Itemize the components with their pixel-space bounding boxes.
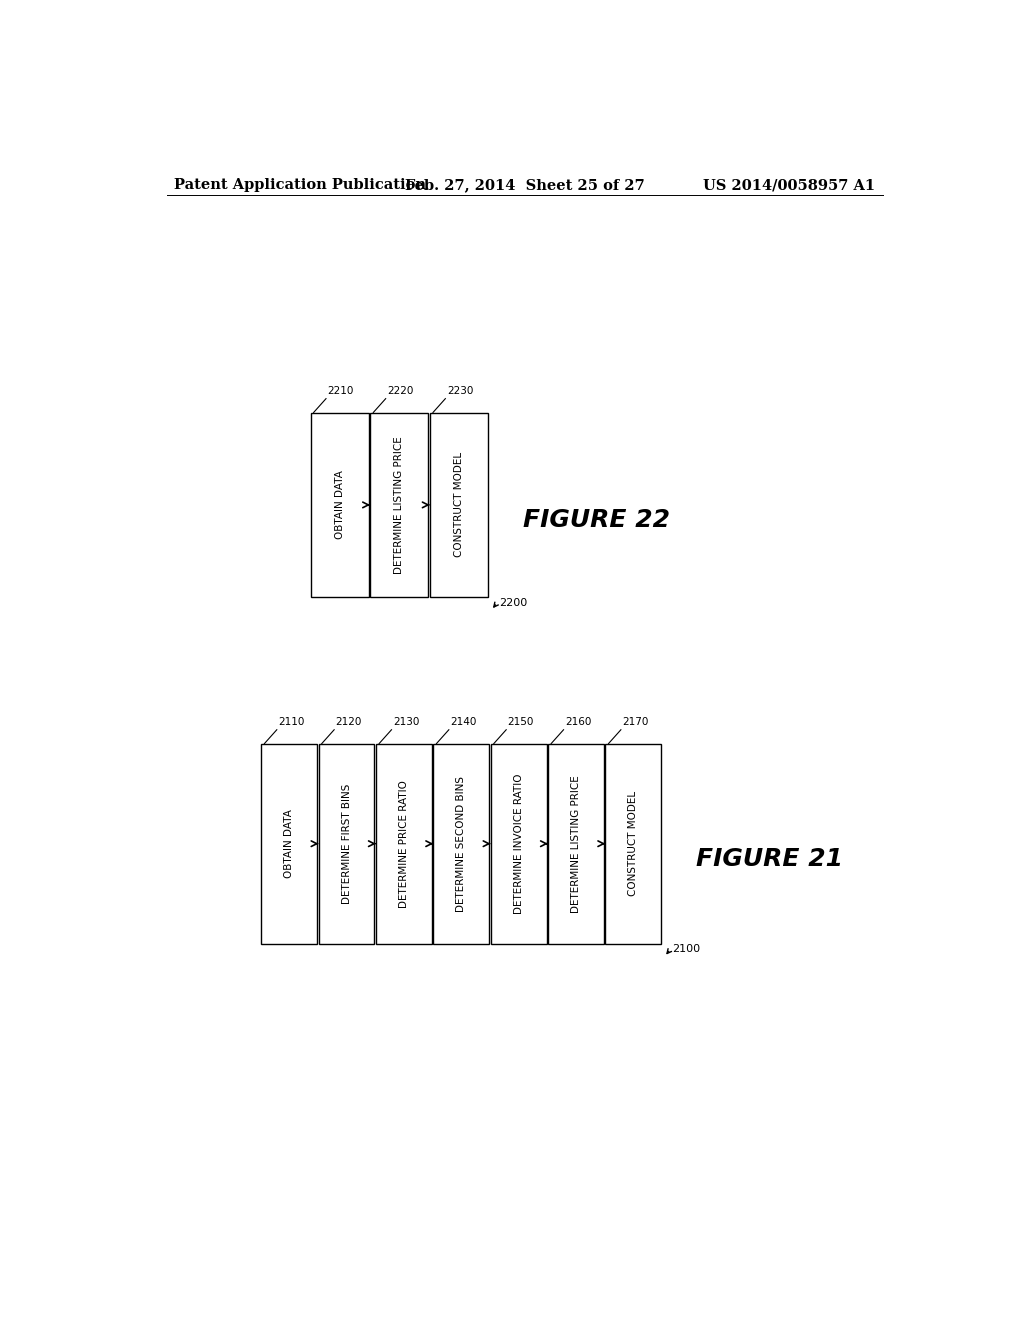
Text: DETERMINE LISTING PRICE: DETERMINE LISTING PRICE [394, 436, 404, 574]
Text: 2220: 2220 [387, 385, 414, 396]
Text: 2200: 2200 [499, 598, 527, 607]
Text: Patent Application Publication: Patent Application Publication [174, 178, 427, 193]
Text: 2150: 2150 [508, 717, 535, 726]
Text: 2210: 2210 [328, 385, 354, 396]
Bar [433, 743, 489, 944]
Text: 2230: 2230 [446, 385, 473, 396]
Text: 2100: 2100 [672, 944, 700, 954]
Text: DETERMINE LISTING PRICE: DETERMINE LISTING PRICE [571, 775, 581, 912]
Text: Feb. 27, 2014  Sheet 25 of 27: Feb. 27, 2014 Sheet 25 of 27 [404, 178, 645, 193]
Bar [430, 413, 488, 598]
Text: CONSTRUCT MODEL: CONSTRUCT MODEL [454, 453, 464, 557]
Text: 2140: 2140 [451, 717, 477, 726]
Bar [371, 413, 428, 598]
Text: US 2014/0058957 A1: US 2014/0058957 A1 [702, 178, 876, 193]
Text: DETERMINE INVOICE RATIO: DETERMINE INVOICE RATIO [514, 774, 523, 913]
Text: CONSTRUCT MODEL: CONSTRUCT MODEL [629, 791, 638, 896]
Text: FIGURE 22: FIGURE 22 [523, 508, 670, 532]
Text: 2170: 2170 [623, 717, 649, 726]
Text: FIGURE 21: FIGURE 21 [696, 847, 843, 871]
Text: 2130: 2130 [393, 717, 420, 726]
Text: DETERMINE FIRST BINS: DETERMINE FIRST BINS [342, 784, 351, 904]
Bar [548, 743, 604, 944]
Bar [376, 743, 432, 944]
Text: DETERMINE PRICE RATIO: DETERMINE PRICE RATIO [399, 780, 409, 908]
Text: 2120: 2120 [336, 717, 362, 726]
Text: 2160: 2160 [565, 717, 592, 726]
Text: DETERMINE SECOND BINS: DETERMINE SECOND BINS [457, 776, 466, 912]
Text: OBTAIN DATA: OBTAIN DATA [285, 809, 294, 878]
Bar [310, 413, 369, 598]
Text: OBTAIN DATA: OBTAIN DATA [335, 470, 344, 540]
Text: 2110: 2110 [279, 717, 305, 726]
Bar [261, 743, 317, 944]
Bar [318, 743, 375, 944]
Bar [490, 743, 547, 944]
Bar [605, 743, 662, 944]
